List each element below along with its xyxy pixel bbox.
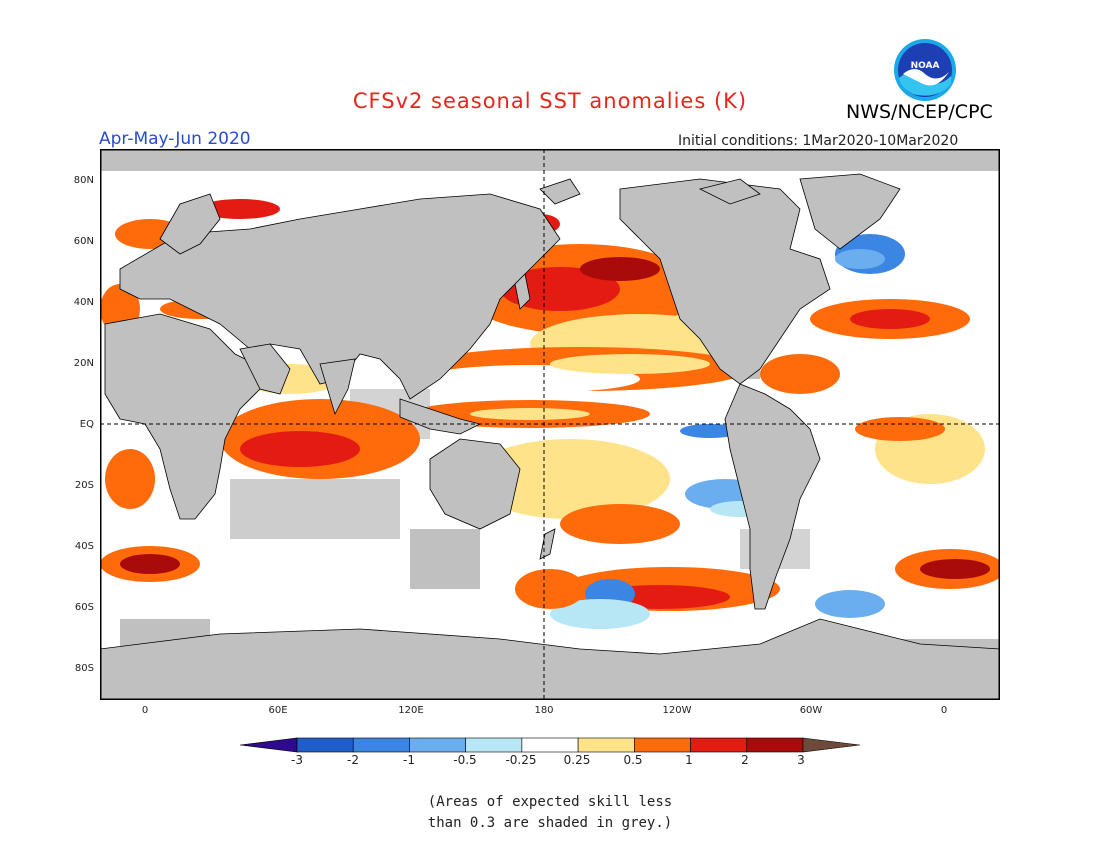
skill-note-line: (Areas of expected skill less [427,794,673,810]
colorbar-tick-label: -0.5 [453,753,477,767]
colorbar-tick-label: 0.25 [563,753,591,767]
lon-label: 120E [398,705,424,716]
colorbar-high-arrow [802,737,860,753]
colorbar-swatch [296,737,354,753]
colorbar-tick-label: 1 [685,753,693,767]
skill-note-line: than 0.3 are shaded in grey.) [427,815,673,831]
anomaly-patches [100,199,1000,629]
colorbar-tick-label: -0.25 [505,753,537,767]
initial-conditions-label: Initial conditions: 1Mar2020-10Mar2020 [678,133,959,149]
colorbar-swatch [465,737,523,753]
color-legend [240,737,860,753]
colorbar-tick-label: -1 [403,753,415,767]
lon-label: 120W [662,705,692,716]
skill-note: (Areas of expected skill less than 0.3 a… [0,792,1100,834]
colorbar-swatch [634,737,691,753]
lat-label: 80S [74,663,94,674]
colorbar-swatch [746,737,804,753]
colorbar-swatch [352,737,410,753]
lon-label: 60E [268,705,288,716]
colorbar-low-arrow [240,737,298,753]
colorbar-swatch [577,737,635,753]
lat-label: 40N [73,297,94,308]
lat-label: EQ [79,419,94,430]
lon-label: 60W [799,705,823,716]
colorbar-swatch [521,737,579,753]
noaa-logo-text: NOAA [911,61,940,71]
chart-title: CFSv2 seasonal SST anomalies (K) [352,89,748,113]
noaa-logo: NOAA [894,39,956,101]
colorbar-tick-label: -2 [347,753,359,767]
colorbar-tick-label: 2 [741,753,749,767]
colorbar-tick-label: 3 [797,753,805,767]
lon-label: 180 [534,705,554,716]
sst-anomaly-map [100,149,1000,700]
land-masses [100,173,1000,700]
organization-label: NWS/NCEP/CPC [846,101,993,123]
colorbar-swatch [409,737,466,753]
lon-label: 0 [940,705,948,716]
lat-label: 60N [73,236,94,247]
lat-label: 40S [74,541,94,552]
colorbar-swatch [690,737,748,753]
lat-label: 60S [74,602,94,613]
colorbar-tick-label: 0.5 [623,753,643,767]
season-label: Apr-May-Jun 2020 [99,129,251,149]
lat-label: 20N [73,358,94,369]
map-border [100,149,1000,700]
colorbar-tick-label: -3 [291,753,303,767]
lon-label: 0 [141,705,149,716]
lat-label: 80N [73,175,94,186]
lat-label: 20S [74,480,94,491]
